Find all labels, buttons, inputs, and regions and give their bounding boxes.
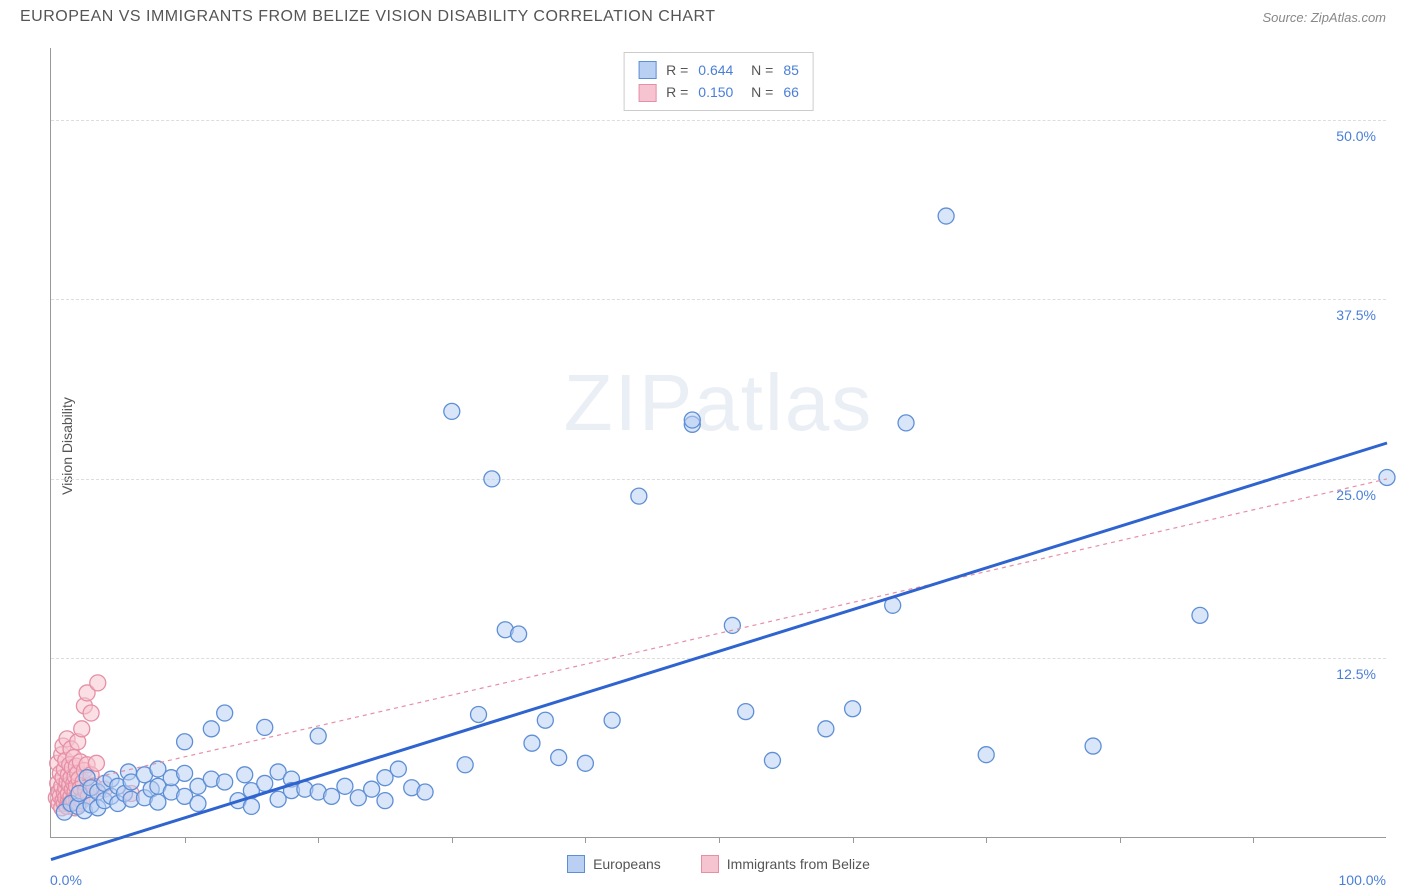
data-point — [484, 471, 500, 487]
data-point — [237, 767, 253, 783]
data-point — [938, 208, 954, 224]
data-point — [217, 774, 233, 790]
data-point — [83, 705, 99, 721]
data-point — [257, 719, 273, 735]
chart-title: EUROPEAN VS IMMIGRANTS FROM BELIZE VISIO… — [20, 8, 716, 26]
data-point — [845, 701, 861, 717]
data-point — [177, 734, 193, 750]
data-point — [417, 784, 433, 800]
stat-row-europeans: R = 0.644 N = 85 — [638, 59, 799, 81]
swatch-europeans — [638, 61, 656, 79]
x-tick — [1253, 837, 1254, 843]
data-point — [190, 796, 206, 812]
data-point — [243, 798, 259, 814]
chart-area: ZIPatlas 12.5%25.0%37.5%50.0% R = 0.644 … — [50, 48, 1386, 838]
legend-belize: Immigrants from Belize — [701, 855, 870, 873]
x-tick — [986, 837, 987, 843]
legend-europeans-label: Europeans — [593, 856, 661, 872]
data-point — [444, 403, 460, 419]
trend-line — [51, 479, 1387, 788]
scatter-plot — [51, 48, 1386, 837]
data-point — [377, 793, 393, 809]
data-point — [177, 765, 193, 781]
data-point — [604, 712, 620, 728]
source-label: Source: ZipAtlas.com — [1262, 10, 1386, 25]
n-belize: 66 — [783, 81, 799, 103]
swatch-europeans-icon — [567, 855, 585, 873]
x-min-label: 0.0% — [50, 872, 82, 888]
x-tick — [185, 837, 186, 843]
data-point — [524, 735, 540, 751]
data-point — [203, 721, 219, 737]
r-europeans: 0.644 — [698, 59, 733, 81]
trend-line — [51, 443, 1387, 860]
data-point — [390, 761, 406, 777]
data-point — [90, 675, 106, 691]
data-point — [537, 712, 553, 728]
data-point — [257, 775, 273, 791]
x-tick — [452, 837, 453, 843]
data-point — [1192, 607, 1208, 623]
stat-legend: R = 0.644 N = 85 R = 0.150 N = 66 — [623, 52, 814, 111]
data-point — [150, 794, 166, 810]
x-tick — [853, 837, 854, 843]
data-point — [738, 704, 754, 720]
data-point — [310, 728, 326, 744]
data-point — [1379, 469, 1395, 485]
data-point — [577, 755, 593, 771]
data-point — [337, 778, 353, 794]
data-point — [471, 706, 487, 722]
x-tick — [719, 837, 720, 843]
x-tick — [585, 837, 586, 843]
legend-europeans: Europeans — [567, 855, 661, 873]
swatch-belize-icon — [701, 855, 719, 873]
data-point — [74, 721, 90, 737]
data-point — [88, 755, 104, 771]
r-belize: 0.150 — [698, 81, 733, 103]
x-tick — [318, 837, 319, 843]
data-point — [511, 626, 527, 642]
data-point — [978, 747, 994, 763]
swatch-belize — [638, 84, 656, 102]
x-tick — [1120, 837, 1121, 843]
legend-belize-label: Immigrants from Belize — [727, 856, 870, 872]
data-point — [898, 415, 914, 431]
data-point — [364, 781, 380, 797]
data-point — [724, 617, 740, 633]
data-point — [764, 752, 780, 768]
data-point — [217, 705, 233, 721]
data-point — [1085, 738, 1101, 754]
data-point — [457, 757, 473, 773]
n-europeans: 85 — [783, 59, 799, 81]
x-max-label: 100.0% — [1339, 872, 1386, 888]
data-point — [818, 721, 834, 737]
data-point — [551, 750, 567, 766]
bottom-legend: Europeans Immigrants from Belize — [51, 855, 1386, 873]
data-point — [631, 488, 647, 504]
stat-row-belize: R = 0.150 N = 66 — [638, 81, 799, 103]
data-point — [684, 412, 700, 428]
data-point — [324, 788, 340, 804]
